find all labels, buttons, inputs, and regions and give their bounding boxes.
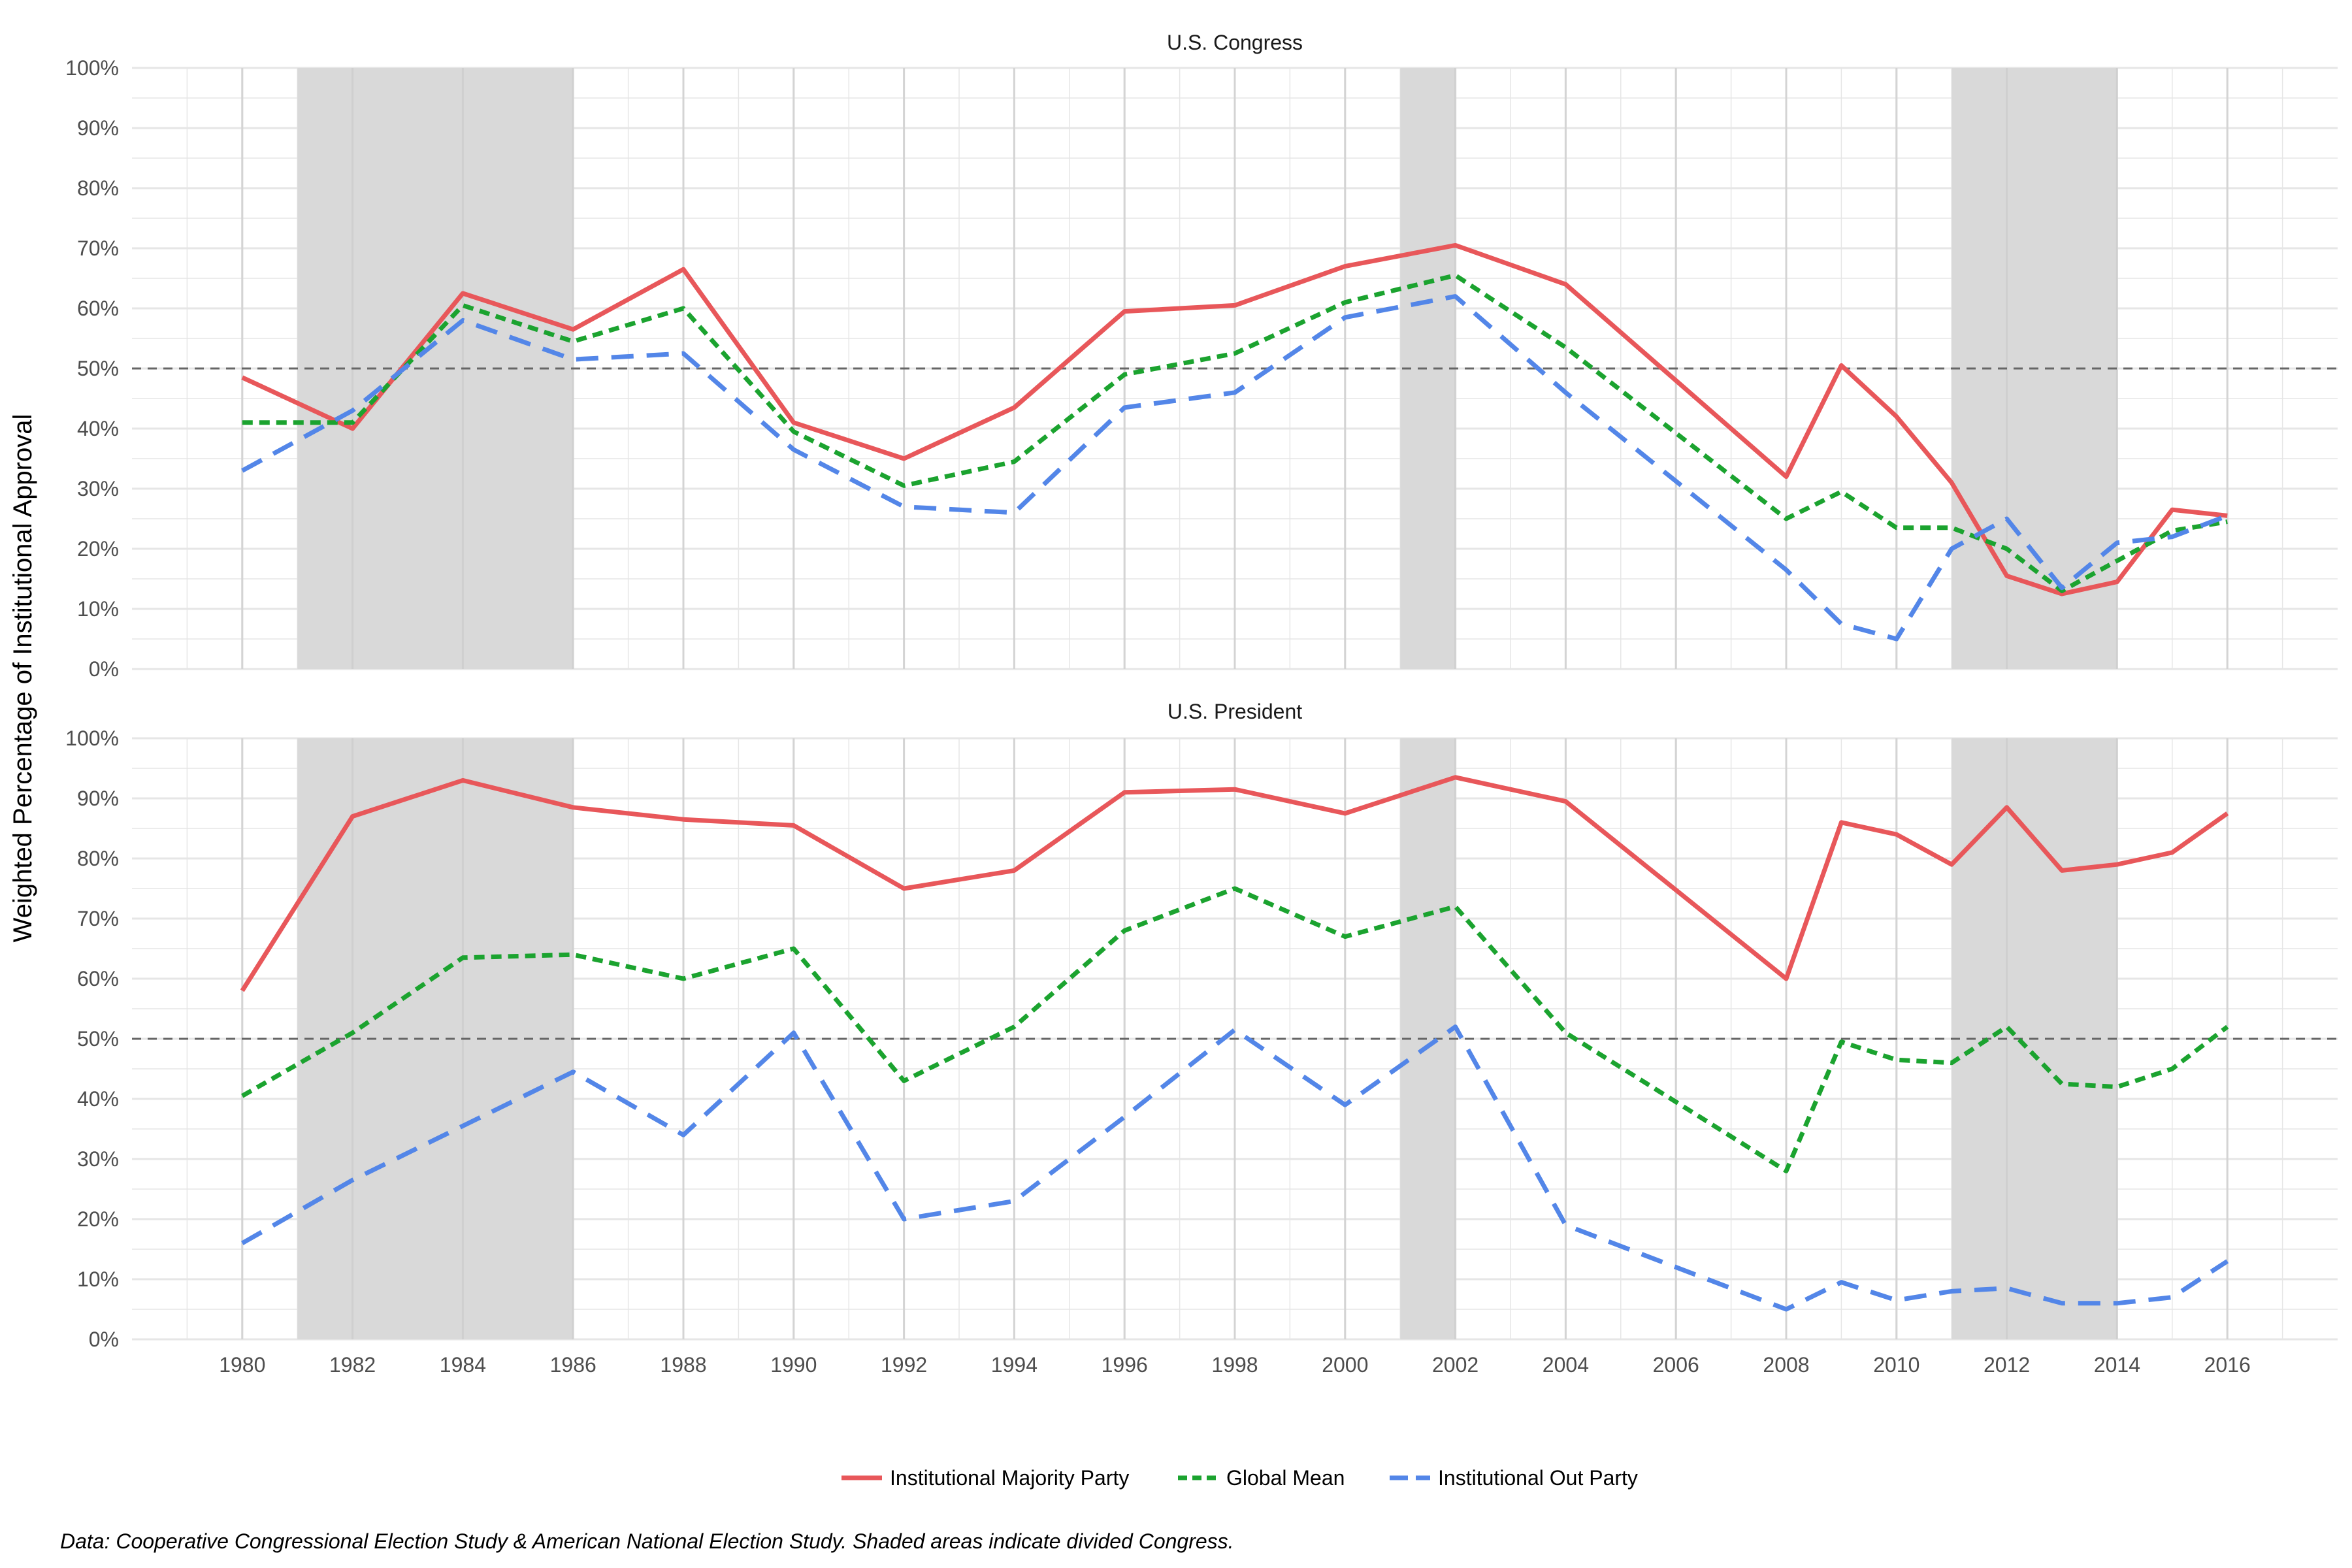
y-tick-label: 20% (77, 1207, 119, 1231)
x-tick-label: 1982 (329, 1353, 376, 1377)
y-tick-label: 60% (77, 297, 119, 320)
x-tick-label: 2016 (2204, 1353, 2251, 1377)
x-tick-label: 2006 (1653, 1353, 1699, 1377)
x-tick-label: 2014 (2094, 1353, 2140, 1377)
y-tick-label: 10% (77, 597, 119, 621)
y-tick-label: 0% (89, 1328, 119, 1351)
y-tick-label: 70% (77, 907, 119, 930)
x-tick-label: 2004 (1543, 1353, 1589, 1377)
x-tick-label: 2010 (1873, 1353, 1919, 1377)
x-tick-label: 1986 (550, 1353, 596, 1377)
y-tick-label: 80% (77, 176, 119, 200)
y-tick-label: 50% (77, 357, 119, 380)
series-line-mean (242, 272, 2228, 593)
series-line-mean (241, 886, 2229, 1173)
y-tick-label: 70% (77, 237, 119, 260)
series-line-majority (241, 242, 2228, 596)
x-tick-label: 1998 (1211, 1353, 1258, 1377)
panel-title: U.S. President (1168, 700, 1302, 723)
y-tick-label: 20% (77, 537, 119, 561)
series-line-majority (240, 775, 2229, 992)
x-tick-label: 1984 (440, 1353, 486, 1377)
y-tick-label: 80% (77, 847, 119, 870)
y-tick-label: 40% (77, 1087, 119, 1111)
y-tick-label: 30% (77, 477, 119, 500)
y-axis-title: Weighted Percentage of Institutional App… (8, 414, 37, 943)
panel-title: U.S. Congress (1167, 31, 1303, 54)
x-tick-label: 2000 (1322, 1353, 1368, 1377)
legend: Institutional Majority Party Global Mean I… (841, 1466, 1638, 1490)
y-tick-label: 10% (77, 1267, 119, 1291)
series-line-out (241, 294, 2229, 642)
y-tick-label: 60% (77, 967, 119, 990)
caption: Data: Cooperative Congressional Election… (60, 1529, 1234, 1553)
y-tick-label: 90% (77, 116, 119, 140)
panel-0: U.S. Congress 0% 10% 20% 30% 40% 50% 60% 70% 80% 9… (65, 31, 2338, 681)
x-tick-label: 1996 (1102, 1353, 1148, 1377)
y-tick-label: 100% (65, 727, 119, 750)
panels-layer: U.S. Congress 0% 10% 20% 30% 40% 50% 60% 70% 80% 9… (65, 31, 2338, 1377)
x-tick-label: 2002 (1432, 1353, 1478, 1377)
x-tick-label: 1994 (991, 1353, 1037, 1377)
x-tick-label: 1992 (881, 1353, 927, 1377)
y-tick-label: 0% (89, 657, 119, 681)
legend-label-majority: Institutional Majority Party (890, 1466, 1129, 1490)
x-tick-label: 2008 (1763, 1353, 1809, 1377)
y-tick-label: 40% (77, 417, 119, 440)
legend-label-mean: Global Mean (1226, 1466, 1345, 1490)
panel-1: U.S. President 0% 10% 20% 30% 40% 50% 60% 70% 80%… (65, 700, 2338, 1351)
y-tick-label: 90% (77, 787, 119, 810)
x-tick-label: 2012 (1984, 1353, 2030, 1377)
y-tick-label: 50% (77, 1027, 119, 1051)
y-tick-label: 100% (65, 56, 119, 80)
legend-label-out: Institutional Out Party (1438, 1466, 1638, 1490)
series-line-out (241, 1024, 2229, 1312)
x-tick-label: 1980 (219, 1353, 265, 1377)
y-tick-label: 30% (77, 1147, 119, 1171)
x-tick-label: 1990 (770, 1353, 817, 1377)
x-tick-label: 1988 (660, 1353, 706, 1377)
